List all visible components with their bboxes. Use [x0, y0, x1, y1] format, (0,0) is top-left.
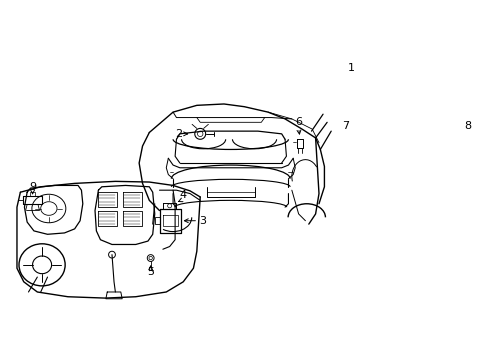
Text: 1: 1 — [347, 63, 354, 73]
Text: 5: 5 — [147, 267, 154, 276]
Text: 4: 4 — [179, 190, 186, 200]
Text: 2: 2 — [175, 129, 182, 139]
Text: 7: 7 — [342, 121, 349, 131]
Text: 6: 6 — [295, 117, 302, 127]
Text: 9: 9 — [29, 182, 36, 192]
Text: 8: 8 — [464, 121, 471, 131]
Text: 3: 3 — [198, 216, 205, 226]
